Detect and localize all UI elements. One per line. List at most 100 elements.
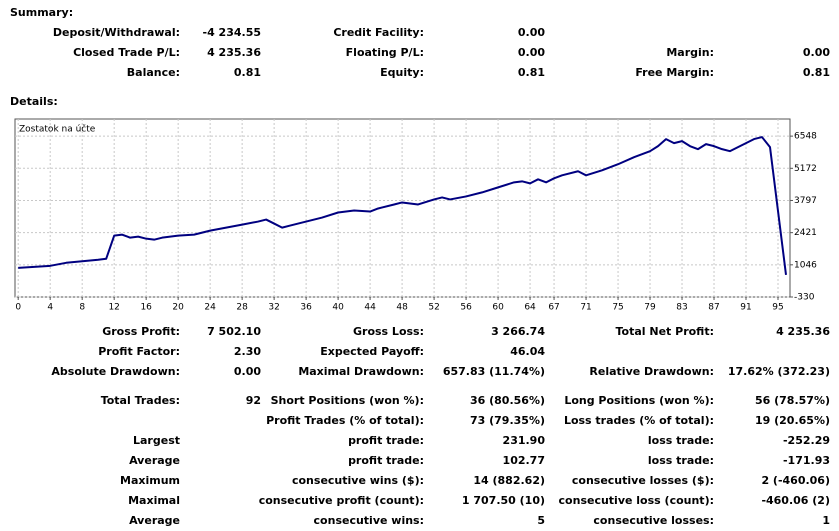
label: Maximum bbox=[120, 474, 180, 487]
summary-title: Summary: bbox=[10, 6, 73, 19]
label: Loss trades (% of total): bbox=[564, 414, 714, 427]
x-tick-label: 28 bbox=[236, 303, 248, 313]
value: 4 235.36 bbox=[776, 325, 830, 338]
x-tick-label: 8 bbox=[79, 303, 85, 313]
y-tick-label: -330 bbox=[794, 293, 815, 303]
label: Equity: bbox=[380, 66, 424, 79]
value: 0.81 bbox=[518, 66, 545, 79]
y-tick-label: 6548 bbox=[794, 132, 817, 142]
x-tick-label: 44 bbox=[364, 303, 376, 313]
label: profit trade: bbox=[348, 454, 424, 467]
x-tick-label: 32 bbox=[268, 303, 279, 313]
x-tick-label: 40 bbox=[332, 303, 344, 313]
label: Maximal Drawdown: bbox=[298, 365, 424, 378]
x-tick-label: 83 bbox=[676, 303, 687, 313]
label: Profit Trades (% of total): bbox=[266, 414, 424, 427]
y-tick-label: 3797 bbox=[794, 196, 817, 206]
value: -460.06 (2) bbox=[761, 494, 830, 507]
label: consecutive losses: bbox=[593, 514, 714, 527]
value: 102.77 bbox=[503, 454, 545, 467]
x-tick-label: 24 bbox=[204, 303, 216, 313]
value: 0.00 bbox=[518, 26, 545, 39]
series-label: Zostatok na účte bbox=[19, 124, 96, 135]
x-tick-label: 4 bbox=[47, 303, 53, 313]
label: Deposit/Withdrawal: bbox=[53, 26, 180, 39]
value: 92 bbox=[246, 394, 261, 407]
x-tick-label: 67 bbox=[548, 303, 559, 313]
value: 0.00 bbox=[803, 46, 830, 59]
x-tick-label: 56 bbox=[460, 303, 472, 313]
value: -252.29 bbox=[783, 434, 830, 447]
value: 231.90 bbox=[503, 434, 546, 447]
value: 73 (79.35%) bbox=[470, 414, 545, 427]
value: 0.00 bbox=[518, 46, 545, 59]
x-tick-label: 60 bbox=[492, 303, 504, 313]
value: 2.30 bbox=[234, 345, 261, 358]
x-tick-label: 0 bbox=[15, 303, 21, 313]
label: Free Margin: bbox=[635, 66, 714, 79]
x-tick-label: 91 bbox=[740, 303, 751, 313]
label: Short Positions (won %): bbox=[271, 394, 424, 407]
label: Profit Factor: bbox=[98, 345, 180, 358]
value: -4 234.55 bbox=[203, 26, 262, 39]
x-tick-label: 20 bbox=[172, 303, 184, 313]
x-tick-label: 95 bbox=[772, 303, 783, 313]
value: 0.81 bbox=[234, 66, 261, 79]
x-tick-label: 64 bbox=[524, 303, 536, 313]
label: consecutive wins: bbox=[314, 514, 424, 527]
label: Largest bbox=[133, 434, 180, 447]
value: 0.81 bbox=[803, 66, 830, 79]
label: Average bbox=[129, 514, 180, 527]
label: consecutive wins ($): bbox=[292, 474, 424, 487]
value: 17.62% (372.23) bbox=[728, 365, 830, 378]
label: consecutive profit (count): bbox=[259, 494, 424, 507]
x-tick-label: 16 bbox=[140, 303, 152, 313]
x-tick-label: 52 bbox=[428, 303, 439, 313]
value: 657.83 (11.74%) bbox=[443, 365, 545, 378]
label: Gross Profit: bbox=[102, 325, 180, 338]
label: Total Trades: bbox=[101, 394, 180, 407]
label: Credit Facility: bbox=[333, 26, 424, 39]
value: 36 (80.56%) bbox=[470, 394, 545, 407]
value: 56 (78.57%) bbox=[755, 394, 830, 407]
value: 19 (20.65%) bbox=[755, 414, 830, 427]
value: 4 235.36 bbox=[207, 46, 261, 59]
y-tick-label: 2421 bbox=[794, 228, 817, 238]
value: -171.93 bbox=[783, 454, 830, 467]
label: Closed Trade P/L: bbox=[73, 46, 180, 59]
label: consecutive losses ($): bbox=[572, 474, 714, 487]
y-tick-label: 1046 bbox=[794, 260, 817, 270]
label: Long Positions (won %): bbox=[564, 394, 714, 407]
label: Balance: bbox=[127, 66, 180, 79]
value: 2 (-460.06) bbox=[761, 474, 830, 487]
label: Margin: bbox=[666, 46, 714, 59]
value: 46.04 bbox=[510, 345, 545, 358]
x-tick-label: 36 bbox=[300, 303, 312, 313]
label: Maximal bbox=[128, 494, 180, 507]
label: loss trade: bbox=[648, 454, 714, 467]
x-tick-label: 48 bbox=[396, 303, 408, 313]
value: 0.00 bbox=[234, 365, 261, 378]
label: Gross Loss: bbox=[353, 325, 424, 338]
x-tick-label: 75 bbox=[612, 303, 623, 313]
label: loss trade: bbox=[648, 434, 714, 447]
label: Average bbox=[129, 454, 180, 467]
details-title: Details: bbox=[10, 95, 58, 108]
x-tick-label: 79 bbox=[644, 303, 656, 313]
balance-line bbox=[18, 136, 787, 275]
value: 7 502.10 bbox=[207, 325, 261, 338]
value: 14 (882.62) bbox=[473, 474, 545, 487]
x-tick-label: 87 bbox=[708, 303, 719, 313]
value: 1 707.50 (10) bbox=[462, 494, 545, 507]
value: 5 bbox=[537, 514, 545, 527]
label: Absolute Drawdown: bbox=[51, 365, 180, 378]
label: consecutive loss (count): bbox=[559, 494, 714, 507]
x-tick-label: 71 bbox=[580, 303, 591, 313]
label: Relative Drawdown: bbox=[589, 365, 714, 378]
label: profit trade: bbox=[348, 434, 424, 447]
y-tick-label: 5172 bbox=[794, 164, 817, 174]
label: Expected Payoff: bbox=[320, 345, 424, 358]
label: Total Net Profit: bbox=[616, 325, 715, 338]
x-tick-label: 12 bbox=[108, 303, 119, 313]
